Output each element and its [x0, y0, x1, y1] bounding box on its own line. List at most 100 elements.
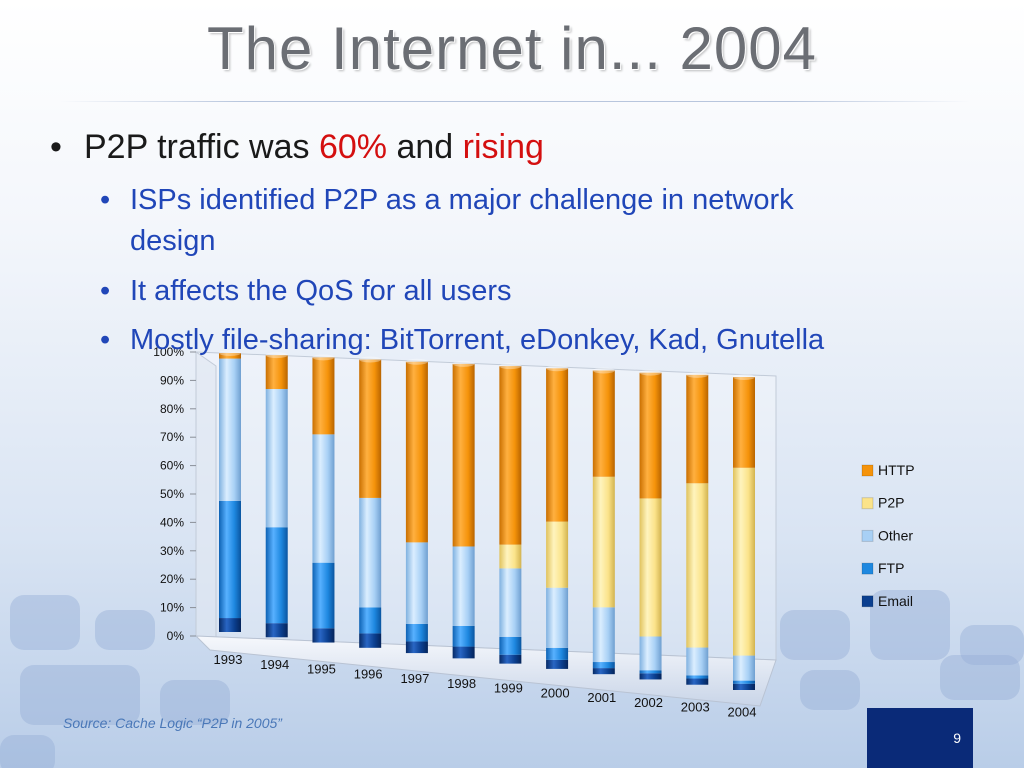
bar-segment-http: [265, 355, 288, 390]
bar-segment-other: [546, 587, 569, 648]
legend-swatch-ftp: [861, 562, 874, 575]
y-tick-label: 80%: [160, 402, 184, 416]
x-tick-label: 1993: [214, 652, 243, 667]
bar-segment-ftp: [639, 670, 662, 674]
bar-cap: [499, 363, 522, 370]
chart-plot-area: 0% 10% 20% 30% 40% 50% 60% 70% 80% 90% 100% 1993 199…: [153, 345, 914, 720]
legend-label: HTTP: [878, 462, 915, 478]
bar-segment-email: [499, 654, 522, 664]
bar-segment-http: [499, 366, 522, 545]
bullet-dot-icon: •: [100, 324, 111, 356]
legend-swatch-email: [861, 595, 874, 608]
bar-segment-email: [452, 646, 475, 659]
legend-label: Other: [878, 527, 913, 543]
x-tick-label: 1997: [400, 671, 429, 686]
main-bullet-prefix: P2P traffic was: [84, 128, 319, 166]
bar-segment-email: [405, 641, 428, 654]
bar-cap: [359, 356, 382, 363]
sub-bullet-text: design: [130, 225, 216, 257]
bar-segment-ftp: [686, 675, 709, 679]
bar-segment-other: [499, 568, 522, 637]
bar-segment-http: [452, 363, 475, 547]
x-tick-label: 1994: [260, 657, 289, 672]
x-tick-label: 1995: [307, 662, 336, 677]
bar-segment-other: [219, 358, 241, 501]
bar-segment-p2p: [733, 467, 755, 656]
x-tick-label: 2003: [681, 700, 710, 715]
sub-bullet-text: Mostly file-sharing: BitTorrent, eDonkey…: [130, 324, 825, 356]
bar-segment-other: [733, 655, 755, 681]
bar-segment-email: [639, 673, 662, 680]
bar-segment-other: [265, 389, 288, 528]
bar-segment-other: [312, 434, 335, 563]
bar-segment-http: [733, 377, 755, 468]
bar-segment-ftp: [265, 527, 288, 624]
legend-swatch-http: [861, 464, 874, 477]
bar-segment-ftp: [592, 662, 615, 669]
legend-label: P2P: [878, 495, 904, 511]
y-tick-label: 70%: [160, 430, 184, 444]
bar-cap: [686, 371, 709, 378]
x-tick-label: 2000: [541, 685, 570, 700]
bar-segment-other: [452, 546, 475, 626]
bullet-dot-icon: •: [50, 128, 62, 166]
bar-cap: [452, 360, 475, 367]
bar-segment-ftp: [733, 680, 755, 684]
x-tick-label: 2001: [587, 690, 616, 705]
x-tick-label: 1998: [447, 676, 476, 691]
y-tick-label: 90%: [160, 373, 184, 387]
slide-number-box: 9: [867, 708, 973, 768]
x-tick-label: 1996: [354, 666, 383, 681]
bar-segment-p2p: [639, 498, 662, 637]
y-tick-label: 60%: [160, 459, 184, 473]
bar-segment-http: [312, 357, 335, 435]
x-tick-label: 2002: [634, 695, 663, 710]
page-title: The Internet in... 2004: [206, 15, 818, 82]
bar-segment-email: [686, 678, 709, 685]
y-tick-label: 20%: [160, 572, 184, 586]
bar-segment-other: [592, 607, 615, 663]
legend-label: Email: [878, 593, 913, 609]
source-citation: Source: Cache Logic “P2P in 2005”: [63, 715, 282, 731]
bar-segment-p2p: [546, 521, 569, 588]
bar-segment-email: [312, 628, 335, 643]
y-tick-label: 0%: [167, 629, 185, 643]
bar-cap: [405, 358, 428, 365]
bar-segment-http: [405, 361, 428, 543]
bar-segment-http: [359, 359, 382, 498]
bar-segment-ftp: [546, 647, 569, 660]
bar-cap: [219, 350, 241, 356]
bar-segment-email: [546, 659, 569, 669]
legend-label: FTP: [878, 560, 904, 576]
title-divider: [60, 101, 970, 102]
bar-segment-email: [359, 633, 382, 648]
bar-segment-http: [219, 353, 241, 359]
bullet-dot-icon: •: [100, 275, 111, 307]
highlight-percent: 60%: [318, 128, 388, 166]
main-bullet-text: P2P traffic was 60% and rising: [84, 128, 544, 167]
bar-segment-p2p: [499, 544, 522, 569]
bar-cap: [312, 354, 335, 361]
background-decoration: [0, 570, 1024, 768]
bar-segment-email: [592, 668, 615, 675]
bar-cap: [733, 374, 755, 380]
sub-bullet-text: It affects the QoS for all users: [130, 275, 512, 307]
bar-segment-ftp: [359, 607, 382, 634]
legend-swatch-p2p: [861, 497, 874, 510]
bar-segment-other: [359, 497, 382, 608]
bar-segment-other: [639, 636, 662, 671]
bar-segment-http: [639, 372, 662, 499]
bar-segment-other: [405, 542, 428, 624]
bar-segment-email: [265, 623, 288, 638]
sub-bullet-text: ISPs identified P2P as a major challenge…: [130, 184, 794, 216]
bar-segment-email: [733, 683, 755, 690]
x-tick-label: 1999: [494, 681, 523, 696]
slide-number: 9: [953, 730, 961, 746]
bar-segment-ftp: [499, 636, 522, 655]
bar-segment-ftp: [312, 562, 335, 629]
chart-side-wall: [195, 351, 217, 651]
bar-cap: [639, 369, 662, 376]
x-tick-label: 2004: [728, 705, 757, 720]
bar-segment-http: [686, 374, 709, 484]
